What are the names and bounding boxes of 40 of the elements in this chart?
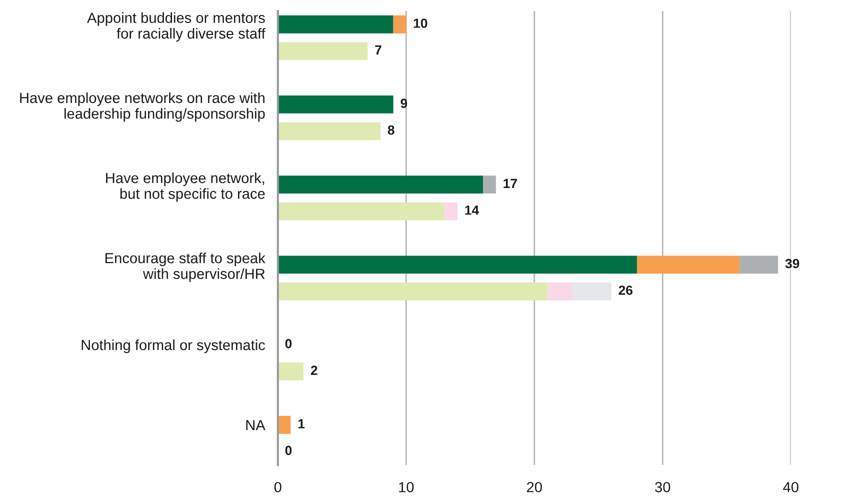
bar [278, 362, 304, 380]
bar [278, 282, 548, 300]
bar [393, 15, 406, 34]
bar [483, 176, 496, 194]
y-tick-label: Have employee network, but not specific to race [106, 172, 265, 202]
total-label: 17 [504, 178, 517, 188]
x-tick-label: 40 [783, 482, 798, 492]
bar [278, 42, 368, 60]
y-tick-label: Appoint buddies or mentors for racially diverse staff [87, 12, 266, 42]
total-label: 8 [388, 125, 394, 135]
x-tick-label: 30 [655, 482, 670, 492]
total-label: 26 [618, 286, 632, 295]
y-tick-label: Have employee networks on race with leadership funding/sponsorship [20, 92, 265, 122]
x-tick-label: 20 [527, 482, 542, 492]
total-label: 9 [400, 98, 408, 108]
bar [278, 96, 394, 114]
y-tick-label: Nothing formal or systematic [82, 339, 265, 354]
bar [278, 416, 291, 434]
bar [636, 256, 740, 274]
total-label: 1 [298, 419, 305, 428]
y-tick-label: NA [246, 420, 266, 430]
y-tick-label: Encourage staff to speak with supervisor/HR [106, 252, 266, 282]
bar [572, 282, 612, 300]
x-tick-label: 0 [274, 482, 282, 492]
total-label: 14 [465, 206, 479, 215]
bar [278, 202, 445, 220]
x-tick-label: 10 [399, 482, 414, 492]
bar [444, 202, 458, 220]
total-label: 10 [414, 18, 428, 28]
bar [547, 282, 573, 300]
total-label: 2 [310, 366, 318, 375]
bar [278, 256, 637, 274]
bar [278, 15, 394, 34]
text: 0 [285, 446, 292, 456]
bar [278, 122, 380, 140]
text: 0 [285, 338, 292, 348]
total-label: 39 [785, 258, 800, 268]
bar [278, 176, 484, 194]
total-label: 7 [375, 45, 382, 54]
bar [740, 256, 778, 274]
